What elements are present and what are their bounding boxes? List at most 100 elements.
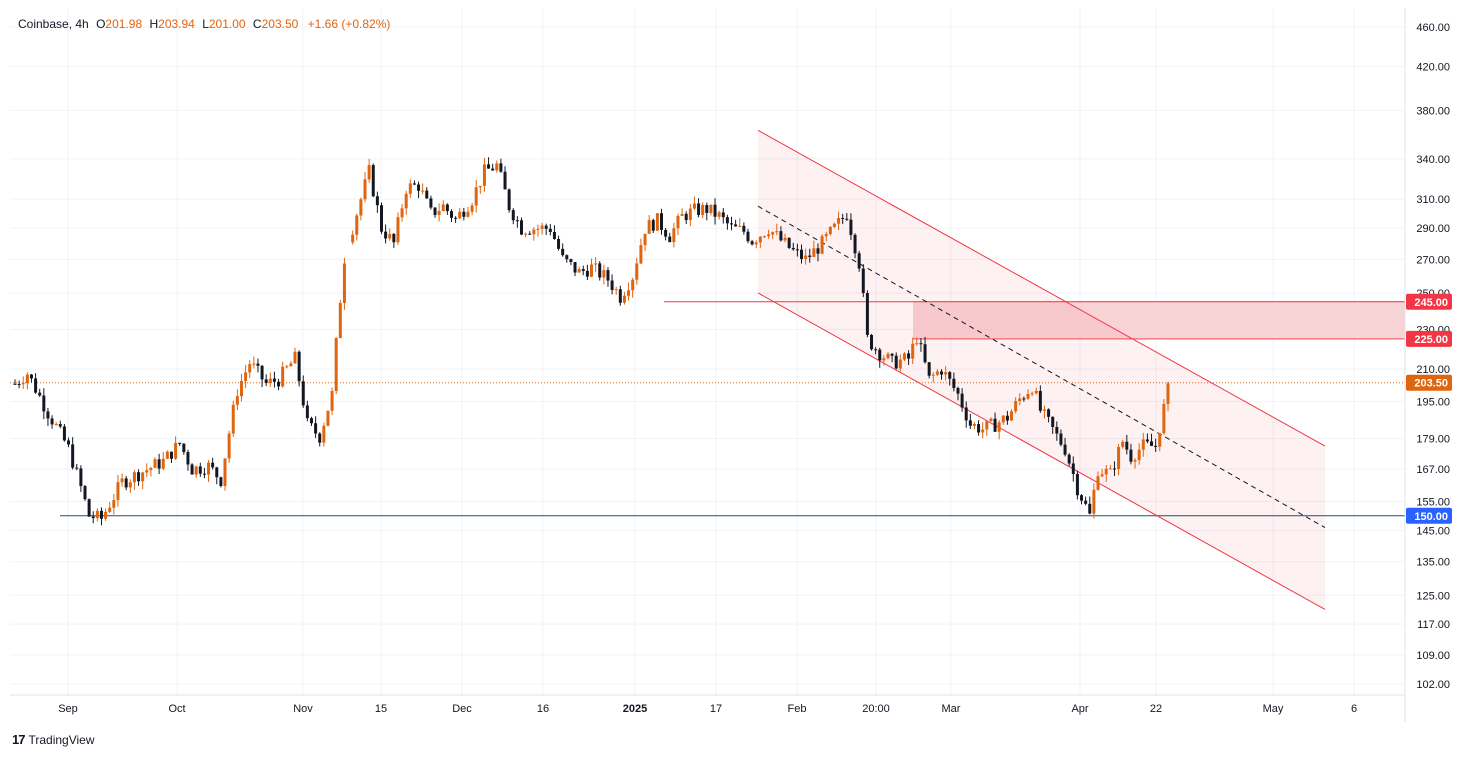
candle-up-body [367, 165, 371, 180]
candle-up-body [54, 424, 58, 426]
level-150-badge: 150.00 [1414, 511, 1448, 523]
candle-down-body [202, 473, 206, 475]
candle-down-body [1071, 463, 1075, 475]
candle-up-body [981, 429, 985, 433]
candle-up-body [804, 255, 808, 259]
candle-up-body [194, 466, 198, 475]
candlestick-series [13, 157, 1170, 526]
candle-down-body [1047, 409, 1051, 417]
candle-up-body [355, 215, 359, 235]
candle-up-body [165, 451, 169, 459]
candle-up-body [421, 190, 425, 192]
candle-down-body [1063, 444, 1067, 455]
candle-down-body [392, 233, 396, 243]
price-tick-label: 420.00 [1416, 62, 1450, 74]
low-value: 201.00 [208, 17, 246, 31]
candle-up-body [837, 218, 841, 224]
candle-up-body [231, 404, 235, 434]
candle-down-body [91, 516, 95, 519]
candle-up-body [252, 363, 256, 365]
price-tick-label: 167.00 [1416, 464, 1450, 476]
channel-lower-line [757, 292, 1326, 610]
price-tick-label: 460.00 [1416, 22, 1450, 34]
candle-up-body [688, 208, 692, 221]
candle-up-body [680, 213, 684, 216]
candle-down-body [58, 424, 62, 427]
candle-down-body [515, 220, 519, 222]
candle-down-body [581, 269, 585, 271]
candle-down-body [845, 218, 849, 220]
candle-up-body [104, 511, 108, 519]
candle-down-body [585, 270, 589, 277]
price-tick-label: 310.00 [1416, 194, 1450, 206]
time-axis[interactable]: Sep Oct Nov 15 Dec 16 2025 17 Feb 20:00 Mar Apr 22 Ma… [58, 703, 1357, 715]
candle-down-body [1005, 415, 1009, 421]
candle-up-body [342, 263, 346, 304]
chart-legend: Coinbase, 4h O201.98 H203.94 L201.00 C20… [18, 17, 391, 31]
candle-up-body [886, 353, 890, 359]
candle-up-body [915, 343, 919, 345]
tradingview-footer[interactable]: 17 TradingView [12, 732, 95, 747]
candle-up-body [408, 183, 412, 194]
candle-down-body [1150, 441, 1154, 446]
price-axis[interactable]: 460.00 420.00 380.00 340.00 310.00 290.00 270.… [1416, 22, 1450, 691]
candle-down-body [1067, 454, 1071, 464]
channel-upper-line [757, 129, 1326, 447]
candle-down-body [1038, 391, 1042, 411]
candle-down-body [17, 383, 21, 385]
interval-label[interactable]: 4h [75, 17, 89, 31]
candle-down-body [606, 270, 610, 281]
candle-down-body [256, 363, 260, 366]
candle-down-body [219, 477, 223, 486]
candle-down-body [952, 378, 956, 389]
candle-up-body [775, 231, 779, 233]
candle-down-body [853, 234, 857, 254]
open-label: O [96, 17, 106, 31]
candle-down-body [75, 467, 79, 469]
candle-down-body [433, 207, 437, 215]
candle-down-body [660, 213, 664, 230]
candle-down-body [384, 231, 388, 239]
price-tick-label: 270.00 [1416, 254, 1450, 266]
candle-up-body [935, 371, 939, 375]
symbol-name[interactable]: Coinbase [18, 17, 69, 31]
candle-up-body [478, 185, 482, 188]
candle-down-body [1051, 416, 1055, 427]
candle-down-body [215, 467, 219, 478]
candle-up-body [1104, 468, 1108, 475]
level-245-badge-bg [1406, 293, 1452, 310]
candle-up-body [754, 242, 758, 245]
candle-up-body [95, 510, 99, 519]
candle-down-body [960, 393, 964, 408]
candle-up-body [635, 263, 639, 280]
channel-midline [757, 205, 1326, 529]
price-tick-label: 195.00 [1416, 396, 1450, 408]
high-label: H [149, 17, 159, 31]
chart-grid [10, 8, 1405, 695]
candle-up-body [338, 303, 342, 339]
price-tick-label: 117.00 [1417, 619, 1450, 631]
candle-down-body [491, 168, 495, 171]
candle-down-body [779, 231, 783, 241]
candle-down-body [1084, 500, 1088, 504]
candle-down-body [87, 499, 91, 517]
candle-down-body [198, 466, 202, 474]
candle-up-body [441, 204, 445, 211]
candle-down-body [157, 459, 161, 469]
candle-down-body [569, 259, 573, 263]
candle-up-body [1108, 468, 1112, 470]
candle-down-body [182, 443, 186, 453]
time-tick-label: Oct [168, 703, 185, 715]
price-tick-label: 210.00 [1416, 364, 1450, 376]
change-value: +1.66 (+0.82%) [307, 17, 391, 31]
candle-up-body [174, 442, 178, 459]
candle-down-body [664, 229, 668, 237]
candle-down-body [964, 407, 968, 421]
candle-up-body [590, 264, 593, 277]
candle-up-body [1001, 415, 1005, 423]
candle-up-body [25, 374, 29, 384]
candle-down-body [186, 452, 190, 465]
candle-down-body [849, 219, 853, 235]
candle-down-body [857, 253, 861, 269]
